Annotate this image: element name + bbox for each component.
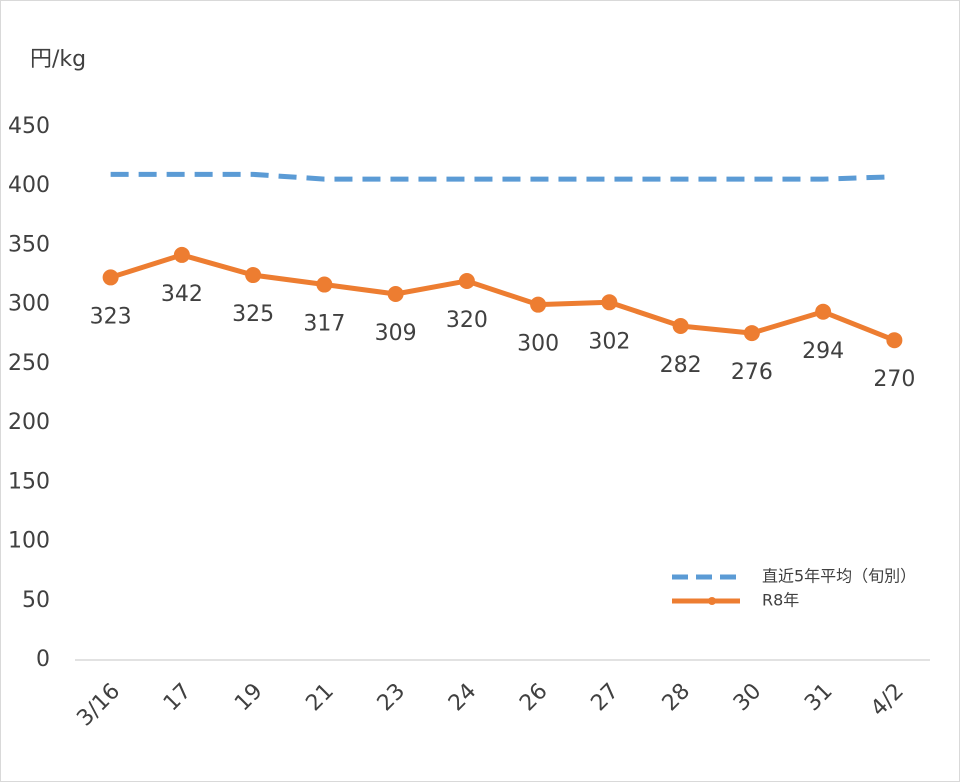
point — [387, 286, 404, 303]
y-tick-label: 150 — [8, 469, 50, 494]
data-label: 300 — [517, 332, 559, 357]
point — [815, 303, 832, 320]
point — [102, 269, 119, 286]
y-tick-label: 0 — [36, 647, 50, 672]
point — [316, 276, 333, 293]
y-tick-label: 250 — [8, 351, 50, 376]
data-label: 309 — [375, 321, 417, 346]
y-axis-label: 円/kg — [30, 47, 86, 72]
data-label: 294 — [802, 339, 844, 364]
data-label: 325 — [232, 302, 274, 327]
y-tick-label: 50 — [22, 588, 50, 613]
data-label: 323 — [90, 304, 132, 329]
y-tick-label: 350 — [8, 232, 50, 257]
series-line — [109, 252, 896, 343]
data-label: 320 — [446, 308, 488, 333]
point — [245, 267, 262, 284]
point — [458, 272, 475, 289]
point — [672, 317, 689, 334]
y-tick-label: 450 — [8, 114, 50, 139]
y-tick-label: 300 — [8, 292, 50, 317]
y-tick-label: 100 — [8, 529, 50, 554]
point — [886, 332, 903, 349]
data-label: 317 — [303, 312, 345, 337]
point — [743, 325, 760, 342]
point — [530, 296, 547, 313]
point — [173, 246, 190, 263]
data-label: 342 — [161, 282, 203, 307]
data-label: 282 — [660, 353, 702, 378]
y-tick-label: 200 — [8, 410, 50, 435]
data-label: 270 — [873, 367, 915, 392]
legend-marker — [708, 597, 716, 605]
data-label: 276 — [731, 360, 773, 385]
legend-label: R8年 — [762, 591, 799, 610]
legend-label: 直近5年平均（旬別） — [762, 567, 916, 586]
series-line — [110, 171, 895, 182]
data-label: 302 — [588, 329, 630, 354]
point — [601, 294, 618, 311]
y-tick-label: 400 — [8, 173, 50, 198]
